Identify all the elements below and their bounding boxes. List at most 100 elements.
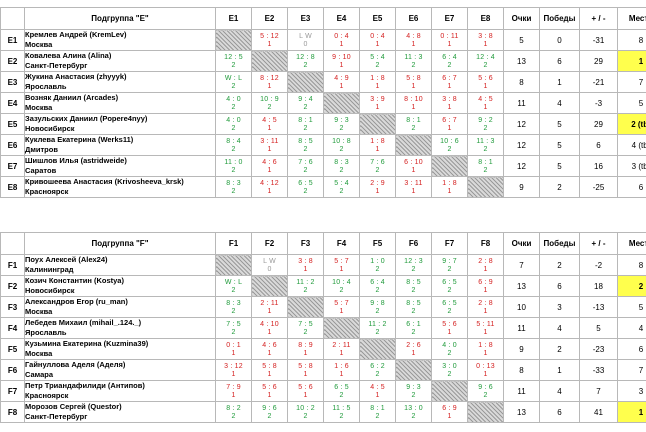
match-score: 5 : 7 xyxy=(334,300,349,307)
match-points: 2 xyxy=(231,329,236,336)
place-value: 2 xyxy=(617,275,646,297)
match-score: 5 : 4 xyxy=(370,54,385,61)
match-points: 1 xyxy=(267,350,272,357)
match-score: 7 : 5 xyxy=(226,321,241,328)
match-score: 2 : 11 xyxy=(260,300,279,307)
match-score: 4 : 0 xyxy=(226,117,241,124)
match-points: 1 xyxy=(447,83,452,90)
diff-value: -31 xyxy=(579,29,618,51)
match-points: 2 xyxy=(483,167,488,174)
match-points: 1 xyxy=(267,167,272,174)
place-value: 1 xyxy=(617,50,646,72)
self-match-cell xyxy=(287,296,324,318)
player-cell: Поух Алексей (Alex24) Калининград xyxy=(24,254,216,276)
match-points: 2 xyxy=(447,308,452,315)
match-score: 3 : 0 xyxy=(442,363,457,370)
player-name: Козич Константин (Kostya) xyxy=(25,276,124,286)
match-score: 4 : 6 xyxy=(262,159,277,166)
match-points: 2 xyxy=(375,329,380,336)
match-score: 4 : 0 xyxy=(226,96,241,103)
match-score: 8 : 1 xyxy=(298,117,313,124)
self-match-cell xyxy=(215,254,252,276)
self-match-cell xyxy=(287,71,324,93)
match-points: 2 xyxy=(231,287,236,294)
match-score: 4 : 12 xyxy=(260,180,279,187)
match-score: 3 : 8 xyxy=(298,258,313,265)
place-value: 3 xyxy=(617,380,646,402)
match-score: 3 : 12 xyxy=(224,363,243,370)
self-match-cell xyxy=(359,113,396,135)
row-id: E1 xyxy=(0,29,25,51)
match-score: 6 : 5 xyxy=(442,279,457,286)
match-points: 2 xyxy=(447,287,452,294)
table-row: E7 Шишлов Илья (astridweide) Саратов 11 : 0… xyxy=(0,155,646,177)
match-score: 4 : 10 xyxy=(260,321,279,328)
match-score: 6 : 9 xyxy=(442,405,457,412)
table-row: E2 Ковалева Алина (Alina) Санкт-Петербург 1… xyxy=(0,50,646,72)
match-points: 1 xyxy=(447,104,452,111)
column-header-e8: E8 xyxy=(467,7,504,30)
match-points: 2 xyxy=(483,125,488,132)
match-score: 6 : 2 xyxy=(370,363,385,370)
match-points: 2 xyxy=(375,62,380,69)
match-score: 10 : 9 xyxy=(260,96,279,103)
self-match-cell xyxy=(395,359,432,381)
match-score: 5 : 4 xyxy=(334,180,349,187)
player-name: Лебедев Михаил (mihail_.124._) xyxy=(25,318,142,328)
points-value: 10 xyxy=(503,296,540,318)
player-cell: Ковалева Алина (Alina) Санкт-Петербург xyxy=(24,50,216,72)
match-points: 1 xyxy=(483,371,488,378)
match-score: 1 : 8 xyxy=(478,342,493,349)
match-score: 7 : 5 xyxy=(298,321,313,328)
match-score: 5 : 6 xyxy=(298,384,313,391)
match-result-cell: 8 : 10 1 xyxy=(395,92,432,114)
table-row: F5 Кузьмина Екатерина (Kuzmina39) Москва 0 … xyxy=(0,338,646,360)
match-score: 3 : 11 xyxy=(404,180,423,187)
place-value: 1 xyxy=(617,401,646,423)
column-header-f3: F3 xyxy=(287,232,324,255)
match-result-cell: 2 : 11 1 xyxy=(323,338,360,360)
match-points: 1 xyxy=(375,392,380,399)
points-value: 5 xyxy=(503,29,540,51)
place-value: 8 xyxy=(617,254,646,276)
match-points: 1 xyxy=(267,125,272,132)
place-header: Место xyxy=(617,7,646,30)
points-value: 13 xyxy=(503,50,540,72)
match-score: 8 : 12 xyxy=(260,75,279,82)
match-points: 2 xyxy=(303,167,308,174)
match-points: 2 xyxy=(303,125,308,132)
player-name: Петр Триандафилиди (Антипов) xyxy=(25,381,145,391)
match-points: 2 xyxy=(303,188,308,195)
player-city: Санкт-Петербург xyxy=(25,412,88,421)
match-score: 7 : 6 xyxy=(370,159,385,166)
player-name: Поух Алексей (Alex24) xyxy=(25,255,108,265)
player-name: Морозов Сергей (Questor) xyxy=(25,402,122,412)
match-score: 11 : 3 xyxy=(476,138,495,145)
match-score: 4 : 0 xyxy=(442,342,457,349)
player-name: Кузьмина Екатерина (Kuzmina39) xyxy=(25,339,149,349)
match-points: 1 xyxy=(375,146,380,153)
points-value: 13 xyxy=(503,401,540,423)
column-header-e7: E7 xyxy=(431,7,468,30)
match-points: 1 xyxy=(483,266,488,273)
place-value: 5 xyxy=(617,92,646,114)
diff-value: 29 xyxy=(579,50,618,72)
match-points: 2 xyxy=(231,308,236,315)
